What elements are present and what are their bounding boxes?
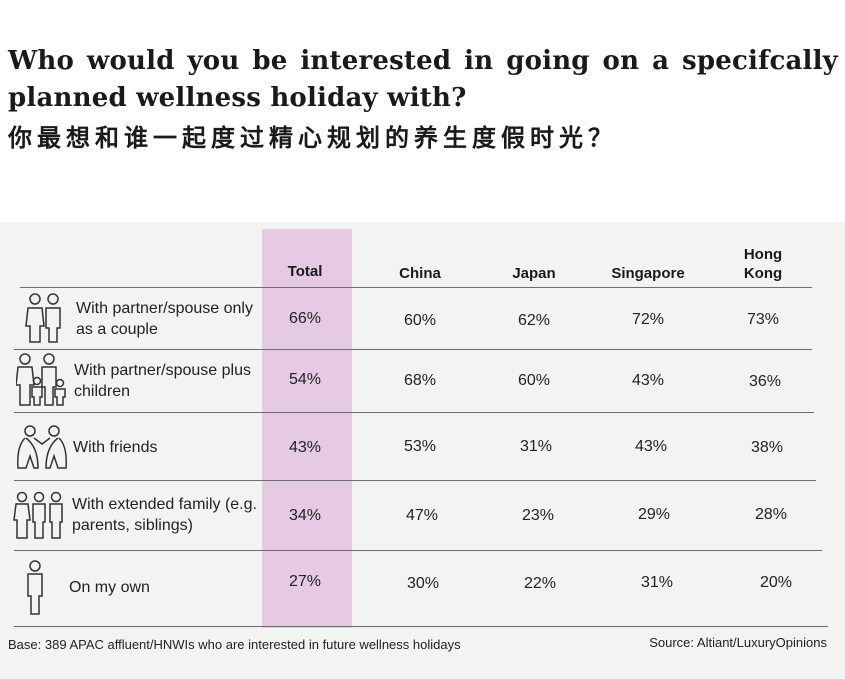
- footer-source: Source: Altiant/LuxuryOpinions: [649, 635, 827, 650]
- row-label-on-my-own: On my own: [69, 579, 150, 596]
- total-column-highlight: [262, 229, 352, 628]
- row-label-friends: With friends: [73, 439, 158, 456]
- cell-value: 28%: [754, 506, 788, 523]
- cell-value: 23%: [521, 507, 555, 524]
- cell-value: 30%: [406, 575, 440, 592]
- column-header-china: China: [399, 265, 441, 282]
- cell-value: 38%: [750, 439, 784, 456]
- cell-value: 31%: [640, 574, 674, 591]
- cell-value: 29%: [637, 506, 671, 523]
- row-divider: [14, 412, 814, 413]
- cell-value: 72%: [631, 311, 665, 328]
- cell-value: 43%: [288, 439, 322, 456]
- family-children-icon: [16, 353, 66, 406]
- column-header-singapore: Singapore: [611, 265, 685, 282]
- row-divider: [14, 550, 822, 551]
- cell-value: 66%: [288, 310, 322, 327]
- friends-icon: [17, 425, 67, 469]
- table-panel: [0, 222, 845, 679]
- column-header-total: Total: [287, 263, 323, 280]
- bottom-rule: [14, 626, 828, 627]
- extended-family-icon: [13, 491, 63, 539]
- couple-icon: [25, 293, 61, 343]
- cell-value: 68%: [403, 372, 437, 389]
- row-label-extended-family: With extended family (e.g. parents, sibl…: [72, 496, 257, 534]
- row-divider: [14, 349, 812, 350]
- cell-value: 60%: [517, 372, 551, 389]
- chart-title-english: Who would you be interested in going on …: [8, 46, 838, 113]
- chart-title-chinese: 你最想和谁一起度过精心规划的养生度假时光？: [8, 124, 617, 152]
- cell-value: 36%: [748, 373, 782, 390]
- cell-value: 62%: [517, 312, 551, 329]
- column-header-japan: Japan: [512, 265, 556, 282]
- cell-value: 53%: [403, 438, 437, 455]
- row-label-partner-children: With partner/spouse plus children: [74, 362, 251, 400]
- cell-value: 34%: [288, 507, 322, 524]
- cell-value: 54%: [288, 371, 322, 388]
- cell-value: 31%: [519, 438, 553, 455]
- footer-base-note: Base: 389 APAC affluent/HNWIs who are in…: [8, 637, 461, 652]
- cell-value: 73%: [746, 311, 780, 328]
- cell-value: 47%: [405, 507, 439, 524]
- header-rule: [20, 287, 812, 288]
- cell-value: 60%: [403, 312, 437, 329]
- cell-value: 43%: [631, 372, 665, 389]
- solo-person-icon: [27, 560, 43, 615]
- cell-value: 20%: [759, 574, 793, 591]
- column-header-hong-kong: Hong Kong: [743, 246, 783, 282]
- cell-value: 27%: [288, 573, 322, 590]
- row-label-couple: With partner/spouse only as a couple: [76, 300, 253, 338]
- cell-value: 43%: [634, 438, 668, 455]
- cell-value: 22%: [523, 575, 557, 592]
- row-divider: [14, 480, 816, 481]
